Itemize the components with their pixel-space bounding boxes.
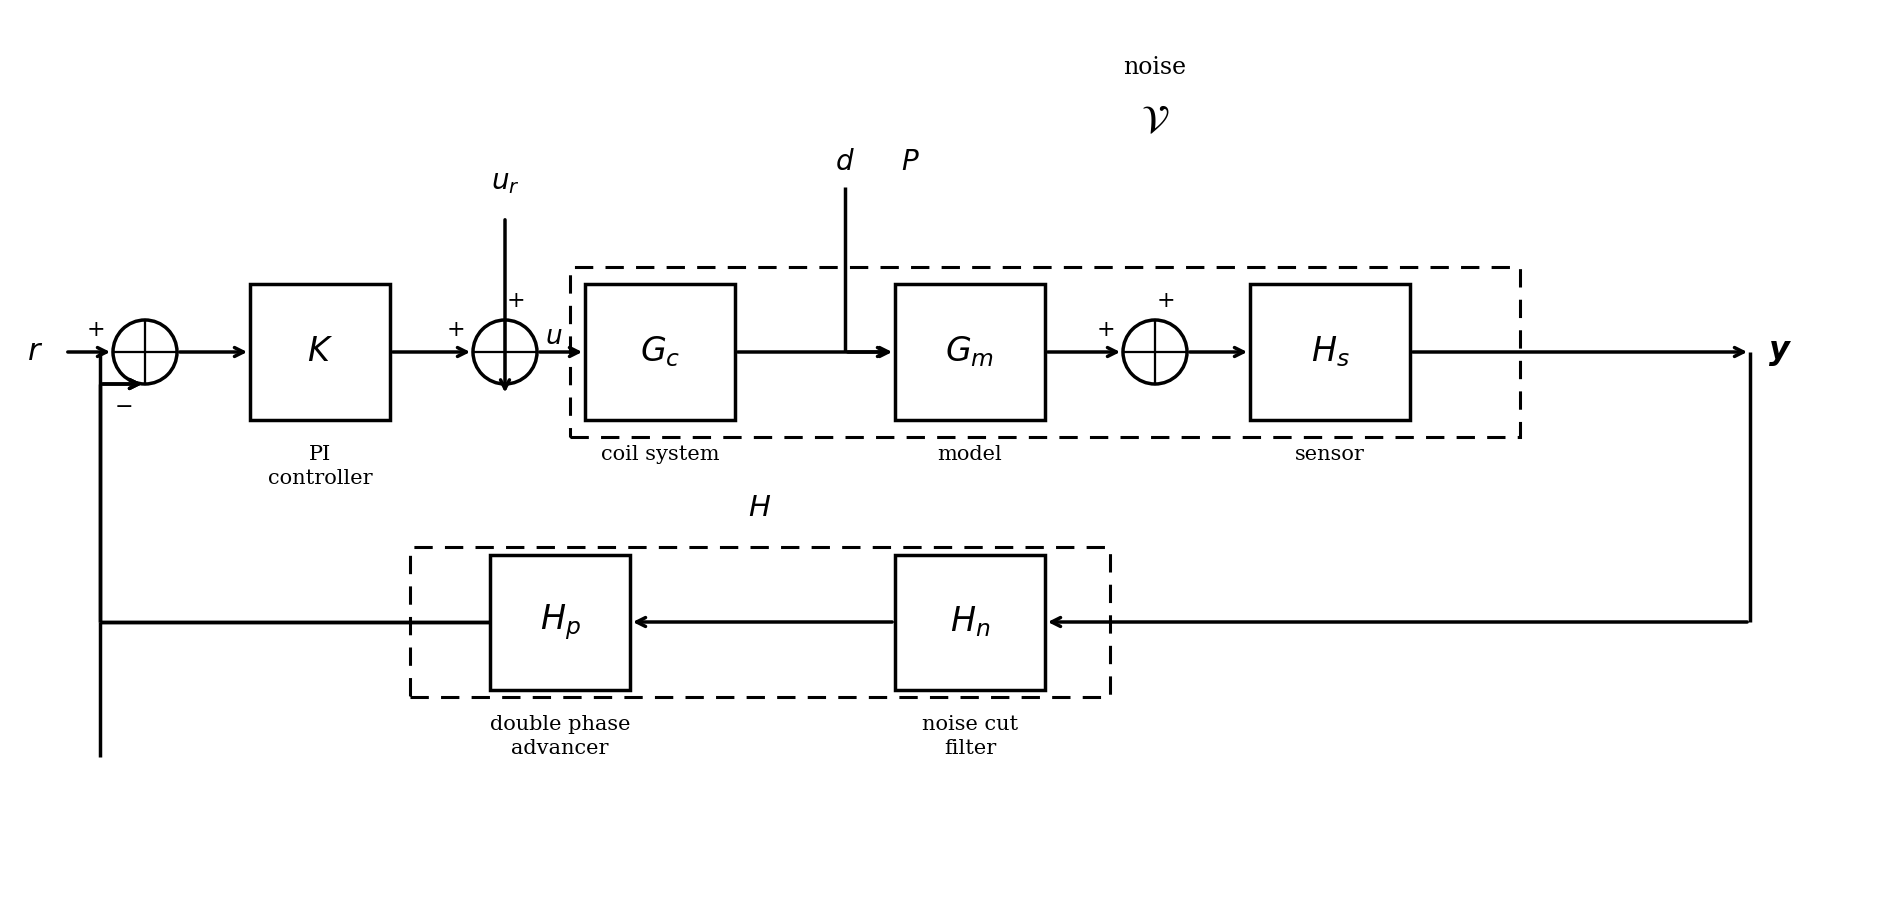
Text: +: +: [447, 319, 465, 341]
Circle shape: [1124, 320, 1186, 384]
Bar: [411, 547, 1111, 697]
Text: +: +: [507, 290, 526, 312]
Circle shape: [114, 320, 178, 384]
Text: $H_s$: $H_s$: [1311, 335, 1349, 369]
Text: $H_n$: $H_n$: [950, 604, 990, 640]
Text: +: +: [87, 319, 104, 341]
Bar: [1251, 284, 1410, 419]
Text: $G_m$: $G_m$: [946, 335, 995, 369]
Text: $\mathcal{V}$: $\mathcal{V}$: [1141, 104, 1169, 141]
Bar: [895, 284, 1044, 419]
Text: $H_p$: $H_p$: [539, 603, 581, 642]
Text: $r$: $r$: [26, 336, 44, 367]
Text: noise cut
filter: noise cut filter: [921, 714, 1018, 759]
Text: noise: noise: [1124, 56, 1186, 78]
Bar: [490, 555, 630, 689]
Text: model: model: [938, 445, 1003, 464]
Text: +: +: [1156, 290, 1175, 312]
Text: $H$: $H$: [749, 494, 772, 522]
Text: +: +: [1095, 319, 1114, 341]
Text: $P$: $P$: [901, 149, 920, 176]
Text: $K$: $K$: [307, 336, 333, 368]
Text: $u_r$: $u_r$: [490, 169, 518, 196]
Bar: [895, 555, 1044, 689]
Text: $-$: $-$: [114, 394, 132, 416]
Text: $d$: $d$: [834, 149, 855, 176]
Text: double phase
advancer: double phase advancer: [490, 714, 630, 759]
Text: $G_c$: $G_c$: [639, 335, 681, 369]
Circle shape: [473, 320, 537, 384]
Text: $\bfit{y}$: $\bfit{y}$: [1767, 336, 1792, 367]
Text: sensor: sensor: [1294, 445, 1364, 464]
Text: coil system: coil system: [600, 445, 719, 464]
Bar: [250, 284, 390, 419]
Bar: [569, 267, 1519, 437]
Text: $u$: $u$: [545, 325, 562, 349]
Text: PI
controller: PI controller: [267, 445, 373, 489]
Bar: [585, 284, 734, 419]
